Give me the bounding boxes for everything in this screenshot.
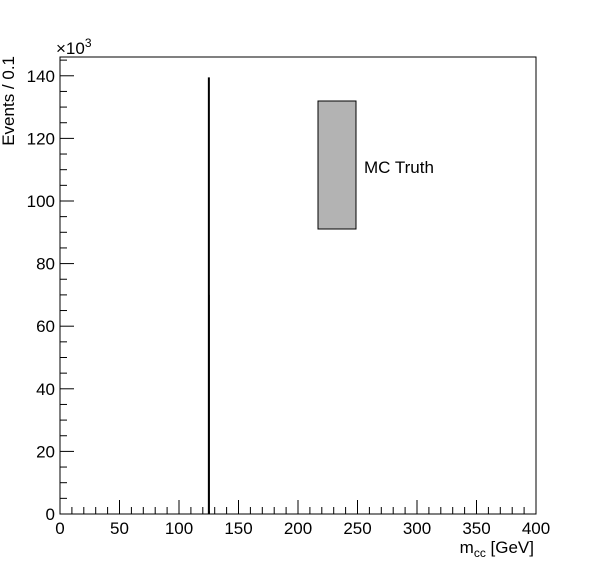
x-axis-title-unit: [GeV] (486, 538, 534, 557)
x-tick-labels: 0 50 100 150 200 250 300 350 400 (55, 519, 550, 538)
y-tick-labels: 0 20 40 60 80 100 120 140 (27, 67, 55, 524)
y-tick-label: 140 (27, 67, 55, 86)
y-tick-label: 0 (46, 505, 55, 524)
y-tick-label: 100 (27, 192, 55, 211)
x-tick-label: 150 (224, 519, 252, 538)
y-multiplier-label: ×103 (56, 36, 92, 58)
x-tick-label: 400 (522, 519, 550, 538)
y-axis-title: Events / 0.1 (0, 56, 18, 146)
y-multiplier-base: ×10 (56, 39, 85, 58)
x-axis-title-subscript: cc (474, 546, 486, 560)
y-multiplier-exponent: 3 (85, 36, 92, 50)
y-tick-label: 40 (36, 380, 55, 399)
legend-entry-mc-truth: MC Truth (364, 158, 434, 177)
y-tick-label: 60 (36, 317, 55, 336)
y-tick-label: 20 (36, 442, 55, 461)
legend-swatch (317, 100, 357, 230)
x-axis-title-main: m (460, 538, 474, 557)
x-tick-label: 350 (462, 519, 490, 538)
x-tick-label: 300 (403, 519, 431, 538)
x-axis-title: mcc [GeV] (460, 538, 534, 560)
x-tick-label: 50 (110, 519, 129, 538)
x-tick-label: 200 (284, 519, 312, 538)
y-tick-label: 80 (36, 255, 55, 274)
x-tick-label: 250 (343, 519, 371, 538)
x-tick-label: 100 (165, 519, 193, 538)
x-tick-label: 0 (55, 519, 64, 538)
axis-ticks (59, 59, 537, 515)
plot-frame (59, 56, 537, 515)
y-tick-label: 120 (27, 129, 55, 148)
